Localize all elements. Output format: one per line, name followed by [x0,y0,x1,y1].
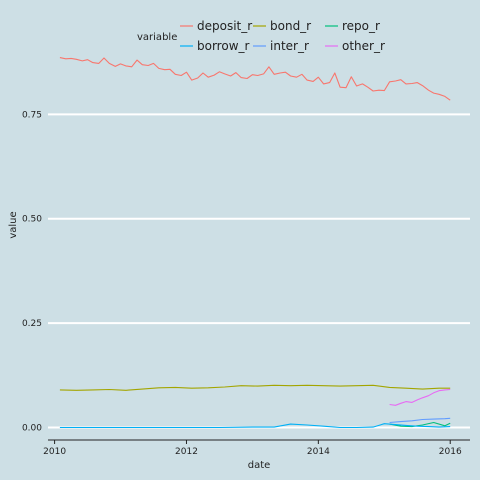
x-tick-label: 2014 [307,447,330,457]
legend-label-inter-r: inter_r [270,39,309,53]
series-lines [59,57,451,429]
series-line-borrow-r [59,423,451,429]
y-tick-label: 0.25 [22,319,42,329]
series-line-bond-r [59,384,451,391]
x-tick-label: 2010 [43,447,66,457]
legend-label-repo-r: repo_r [342,19,380,33]
gridlines [48,113,470,429]
y-tick-label: 0.00 [22,423,42,433]
legend-label-deposit-r: deposit_r [197,19,252,33]
legend-label-borrow-r: borrow_r [197,39,250,53]
y-tick-label: 0.50 [22,215,42,225]
x-tick-label: 2016 [439,447,462,457]
series-line-repo-r [389,421,451,428]
legend-label-bond-r: bond_r [270,19,311,33]
series-line-other-r [389,388,451,406]
legend-label-other-r: other_r [342,39,385,53]
series-line-inter-r [389,417,451,424]
series-line-deposit-r [59,57,451,101]
legend: variable deposit_r bond_r repo_r borrow_r in… [137,19,385,53]
x-axis-title: date [248,460,271,471]
legend-title: variable [137,32,177,43]
y-tick-label: 0.75 [22,110,42,120]
axes: date value 0.00 0.25 0.50 0.75 2010 2012 2014 2… [8,110,470,471]
y-axis-title: value [8,211,19,238]
x-tick-label: 2012 [175,447,198,457]
